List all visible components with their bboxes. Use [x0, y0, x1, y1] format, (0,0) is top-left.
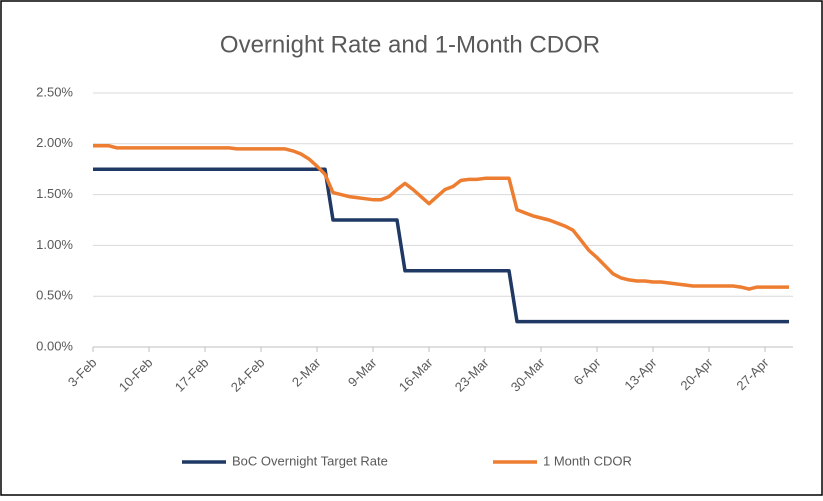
legend-label: 1 Month CDOR	[543, 453, 632, 468]
y-tick-label: 1.00%	[36, 237, 73, 252]
y-tick-label: 2.50%	[36, 84, 73, 99]
y-tick-label: 1.50%	[36, 186, 73, 201]
y-tick-label: 2.00%	[36, 135, 73, 150]
y-tick-label: 0.50%	[36, 288, 73, 303]
series-line	[93, 167, 789, 324]
chart-title: Overnight Rate and 1-Month CDOR	[220, 31, 600, 58]
legend-label: BoC Overnight Target Rate	[232, 453, 388, 468]
y-tick-label: 0.00%	[36, 338, 73, 353]
series-line	[93, 144, 789, 291]
